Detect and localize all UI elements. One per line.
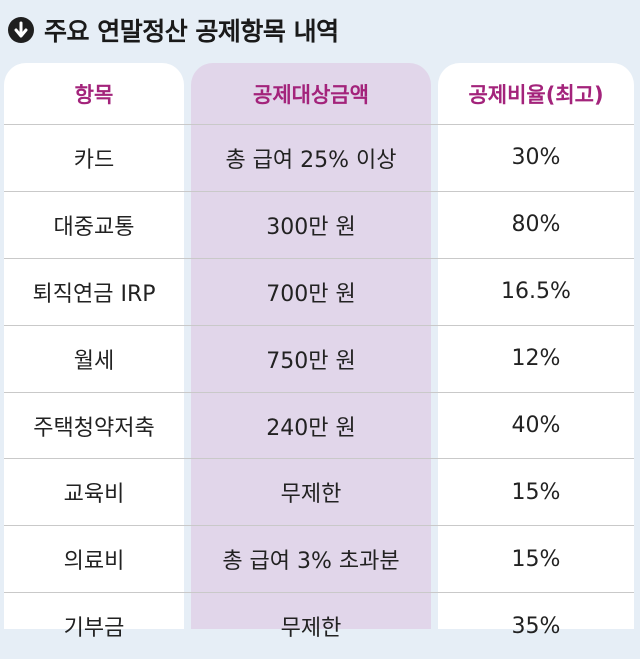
table-row: 대중교통 300만 원 80% bbox=[4, 190, 634, 258]
row-item: 의료비 bbox=[63, 549, 125, 575]
amount-column-bg bbox=[191, 63, 431, 629]
row-item: 카드 bbox=[73, 147, 115, 173]
rate-column-bg bbox=[438, 63, 634, 629]
deduction-table: 항목 공제대상금액 공제비율(최고) 카드 총 급여 25% 이상 30% 대중교통 3… bbox=[4, 63, 634, 659]
table-row: 카드 총 급여 25% 이상 30% bbox=[4, 124, 634, 191]
table-row: 월세 750만 원 12% bbox=[4, 324, 634, 392]
row-amount: 700만 원 bbox=[266, 281, 356, 307]
row-rate: 15% bbox=[511, 479, 561, 505]
row-amount: 무제한 bbox=[280, 482, 342, 508]
item-column-bg bbox=[4, 63, 184, 629]
row-rate: 40% bbox=[511, 413, 561, 438]
header-rate: 공제비율(최고) bbox=[468, 82, 604, 107]
row-item: 퇴직연금 IRP bbox=[32, 281, 156, 307]
row-rate: 16.5% bbox=[501, 279, 571, 305]
table-row: 의료비 총 급여 3% 초과분 15% bbox=[4, 525, 634, 592]
row-item: 교육비 bbox=[63, 482, 125, 508]
row-amount: 750만 원 bbox=[266, 348, 356, 374]
row-amount: 총 급여 3% 초과분 bbox=[222, 549, 400, 575]
arrow-down-circle-icon bbox=[8, 17, 34, 43]
table-body: 카드 총 급여 25% 이상 30% 대중교통 300만 원 80% 퇴직연금 IRP 700… bbox=[4, 124, 634, 659]
header-item: 항목 bbox=[74, 82, 114, 107]
row-rate: 80% bbox=[511, 212, 561, 238]
page-title: 주요 연말정산 공제항목 내역 bbox=[44, 17, 339, 46]
table-header-row: 항목 공제대상금액 공제비율(최고) bbox=[4, 63, 634, 124]
row-rate: 12% bbox=[511, 346, 561, 372]
table-row: 기부금 무제한 35% bbox=[4, 592, 634, 659]
table-row: 주택청약저축 240만 원 40% bbox=[4, 391, 634, 459]
row-amount: 240만 원 bbox=[266, 415, 356, 441]
row-amount: 무제한 bbox=[280, 616, 342, 642]
table-row: 교육비 무제한 15% bbox=[4, 458, 634, 525]
row-item: 주택청약저축 bbox=[33, 415, 155, 441]
row-item: 월세 bbox=[73, 348, 115, 374]
header-amount: 공제대상금액 bbox=[253, 82, 369, 107]
row-rate: 30% bbox=[511, 145, 561, 171]
table-row: 퇴직연금 IRP 700만 원 16.5% bbox=[4, 257, 634, 325]
row-amount: 300만 원 bbox=[266, 214, 356, 240]
row-item: 기부금 bbox=[63, 616, 125, 642]
row-amount: 총 급여 25% 이상 bbox=[225, 147, 397, 173]
row-item: 대중교통 bbox=[53, 214, 135, 240]
header: 주요 연말정산 공제항목 내역 bbox=[8, 10, 339, 50]
row-rate: 15% bbox=[511, 546, 561, 572]
